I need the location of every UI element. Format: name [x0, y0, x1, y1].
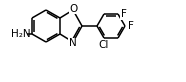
- Text: O: O: [70, 4, 78, 14]
- Text: F: F: [128, 21, 134, 31]
- Text: H₂N: H₂N: [11, 29, 31, 39]
- Text: Cl: Cl: [99, 40, 109, 50]
- Text: F: F: [121, 9, 127, 19]
- Text: N: N: [69, 39, 77, 48]
